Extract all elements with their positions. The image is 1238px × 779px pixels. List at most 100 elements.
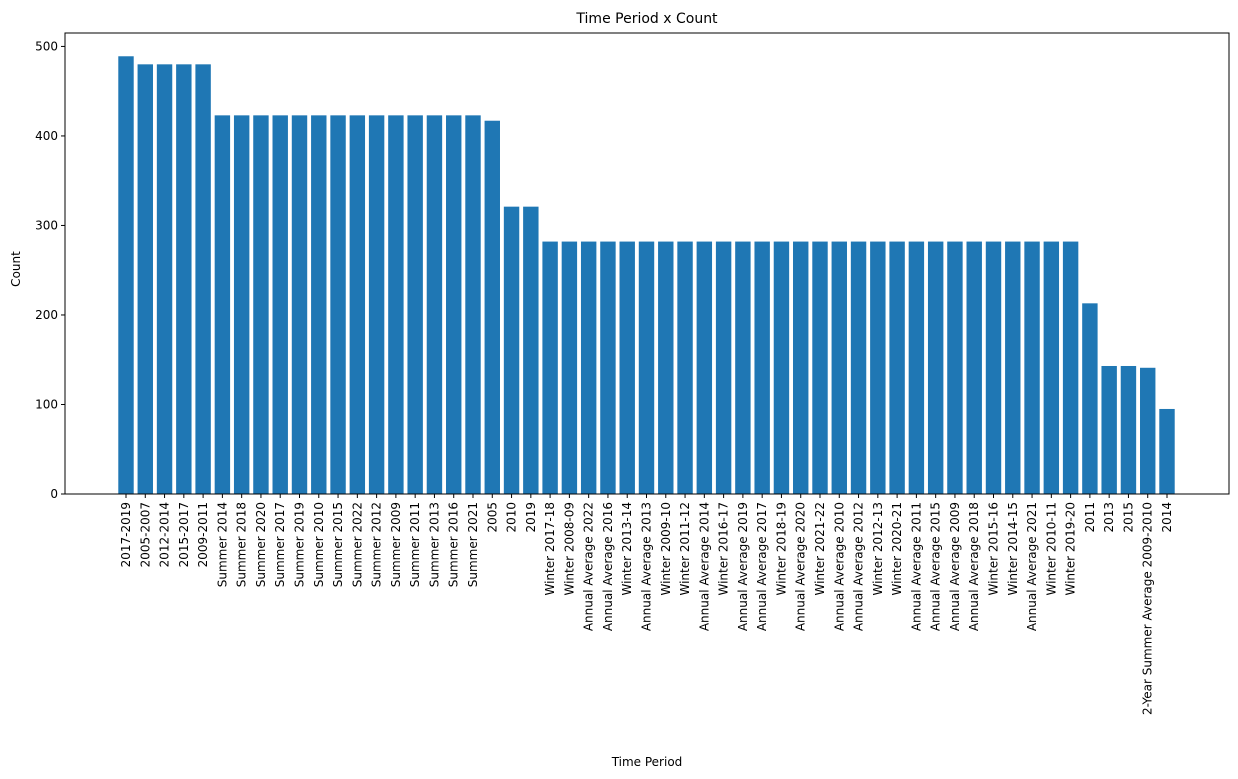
x-tick-label: Annual Average 2014 <box>697 502 711 631</box>
bar <box>253 115 269 494</box>
bar <box>272 115 288 494</box>
bar <box>137 64 153 494</box>
bar <box>947 241 963 494</box>
bars-group <box>118 56 1175 495</box>
y-tick-label: 500 <box>35 39 58 53</box>
x-tick-label: Winter 2008-09 <box>562 502 576 596</box>
x-tick-label: Summer 2017 <box>273 502 287 587</box>
x-tick-label: Summer 2016 <box>447 502 461 587</box>
x-tick-label: Annual Average 2017 <box>755 502 769 631</box>
bar <box>503 206 520 494</box>
y-axis: 0 100 200 300 400 500 <box>35 39 65 501</box>
x-tick-label: 2014 <box>1160 502 1174 533</box>
x-tick-label: Annual Average 2016 <box>601 502 615 631</box>
x-tick-label: Summer 2011 <box>408 502 422 587</box>
bar <box>696 241 713 494</box>
bar <box>985 241 1002 494</box>
x-tick-label: 2005-2007 <box>138 502 152 567</box>
bar <box>291 115 308 494</box>
bar <box>1120 365 1137 494</box>
x-tick-label: Annual Average 2011 <box>909 502 923 631</box>
x-tick-label: Annual Average 2020 <box>794 502 808 631</box>
x-tick-label: Annual Average 2010 <box>832 502 846 631</box>
x-tick-label: Winter 2012-13 <box>871 502 885 596</box>
bar <box>388 115 404 494</box>
bar <box>446 115 462 494</box>
x-tick-label: Winter 2011-12 <box>678 502 692 596</box>
x-tick-label: Winter 2010-11 <box>1044 502 1058 596</box>
x-tick-label: Winter 2015-16 <box>987 502 1001 596</box>
x-tick-label: Winter 2009-10 <box>659 502 673 596</box>
y-tick-label: 0 <box>50 487 58 501</box>
bar <box>793 241 809 494</box>
bar <box>156 64 173 494</box>
bar <box>1140 367 1156 494</box>
bar <box>658 241 674 494</box>
bar <box>1024 241 1040 494</box>
bar <box>1082 303 1098 494</box>
x-tick-label: Summer 2019 <box>293 502 307 587</box>
bar <box>311 115 327 494</box>
bar <box>600 241 616 494</box>
x-tick-label: Summer 2022 <box>350 502 364 587</box>
bar <box>638 241 655 494</box>
x-tick-label: Summer 2009 <box>389 502 403 587</box>
x-tick-label: 2009-2011 <box>196 502 210 567</box>
bar <box>908 241 925 494</box>
bar <box>1062 241 1079 494</box>
bar <box>927 241 944 494</box>
x-tick-label: 2012-2014 <box>158 502 172 567</box>
bar <box>330 115 346 494</box>
y-axis-title: Count <box>9 251 23 287</box>
x-tick-label: Summer 2018 <box>235 502 249 587</box>
bar <box>580 241 597 494</box>
x-tick-label: Summer 2020 <box>254 502 268 587</box>
x-tick-label: Summer 2012 <box>370 502 384 587</box>
x-tick-label: Winter 2020-21 <box>890 502 904 596</box>
x-tick-label: Annual Average 2021 <box>1025 502 1039 631</box>
y-tick-label: 200 <box>35 308 58 322</box>
x-tick-label: Annual Average 2013 <box>640 502 654 631</box>
x-tick-label: 2015-2017 <box>177 502 191 567</box>
bar <box>812 241 828 494</box>
bar <box>831 241 847 494</box>
bar <box>195 64 211 494</box>
x-tick-label: Summer 2014 <box>215 502 229 587</box>
bar <box>561 241 578 494</box>
x-tick-label: Summer 2021 <box>466 502 480 587</box>
x-tick-label: 2013 <box>1102 502 1116 533</box>
x-tick-label: Winter 2017-18 <box>543 502 557 596</box>
bar <box>233 115 250 494</box>
y-tick-label: 300 <box>35 218 58 232</box>
x-tick-label: Winter 2013-14 <box>620 502 634 596</box>
bar <box>870 241 886 494</box>
x-tick-label: Summer 2010 <box>312 502 326 587</box>
bar <box>523 206 539 494</box>
x-axis-title: Time Period <box>611 755 683 769</box>
bar <box>407 115 423 494</box>
bar <box>715 241 732 494</box>
bar <box>754 241 770 494</box>
x-tick-label: Annual Average 2018 <box>967 502 981 631</box>
bar <box>773 241 790 494</box>
bar <box>542 241 558 494</box>
x-tick-label: 2005 <box>485 502 499 533</box>
bar <box>368 115 385 494</box>
bar <box>118 56 134 495</box>
x-tick-label: Winter 2021-22 <box>813 502 827 596</box>
x-axis: 2017-2019 2005-2007 2012-2014 2015-2017 2009… <box>119 494 1174 715</box>
bar <box>1043 241 1060 494</box>
x-tick-label: Annual Average 2019 <box>736 502 750 631</box>
x-tick-label: Winter 2019-20 <box>1064 502 1078 596</box>
x-tick-label: Summer 2013 <box>427 502 441 587</box>
x-tick-label: 2-Year Summer Average 2009-2010 <box>1141 502 1155 715</box>
bar <box>1159 408 1175 494</box>
plot-area-frame <box>64 32 1230 495</box>
x-tick-label: Annual Average 2015 <box>929 502 943 631</box>
bar <box>1101 365 1117 494</box>
bar <box>735 241 751 494</box>
y-tick-label: 400 <box>35 129 58 143</box>
bar <box>889 241 905 494</box>
